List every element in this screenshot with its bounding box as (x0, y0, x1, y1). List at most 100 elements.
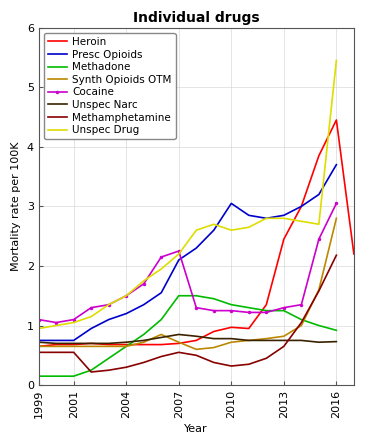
Line: Synth Opioids OTM: Synth Opioids OTM (39, 218, 337, 349)
Synth Opioids OTM (194, 347, 199, 352)
Methadone (159, 317, 164, 322)
Synth Opioids OTM (299, 323, 304, 328)
Unspec Drug (159, 266, 164, 271)
Methamphetamine (159, 354, 164, 359)
Presc Opioids (264, 216, 269, 221)
Unspec Drug (247, 225, 251, 230)
Synth Opioids OTM (282, 334, 286, 339)
Heroin (264, 302, 269, 307)
Unspec Narc (264, 338, 269, 343)
Methadone (177, 293, 181, 299)
Y-axis label: Mortality rate per 100K: Mortality rate per 100K (11, 142, 21, 271)
Unspec Narc (54, 341, 58, 346)
Cocaine (142, 281, 146, 287)
Heroin (54, 342, 58, 347)
Presc Opioids (282, 213, 286, 218)
Unspec Drug (54, 323, 58, 328)
Heroin (177, 341, 181, 346)
Unspec Narc (72, 341, 76, 346)
Unspec Narc (299, 338, 304, 343)
Unspec Drug (299, 218, 304, 224)
Methamphetamine (282, 344, 286, 349)
Methadone (317, 323, 321, 328)
Heroin (72, 342, 76, 347)
Synth Opioids OTM (72, 344, 76, 349)
Cocaine (177, 248, 181, 254)
Methadone (107, 356, 111, 361)
Presc Opioids (177, 257, 181, 263)
Synth Opioids OTM (177, 340, 181, 345)
Methadone (194, 293, 199, 299)
Cocaine (89, 305, 93, 310)
Presc Opioids (334, 162, 339, 167)
Methamphetamine (264, 356, 269, 361)
Synth Opioids OTM (212, 345, 216, 350)
Synth Opioids OTM (317, 287, 321, 292)
Unspec Drug (282, 216, 286, 221)
Synth Opioids OTM (36, 344, 41, 349)
Presc Opioids (212, 227, 216, 233)
Methamphetamine (124, 364, 128, 370)
Line: Methadone: Methadone (39, 296, 337, 376)
Unspec Narc (177, 332, 181, 337)
Heroin (317, 153, 321, 158)
Cocaine (124, 293, 128, 299)
Line: Cocaine: Cocaine (37, 202, 338, 324)
Presc Opioids (247, 213, 251, 218)
Presc Opioids (159, 290, 164, 295)
Methamphetamine (177, 350, 181, 355)
Heroin (282, 236, 286, 242)
Synth Opioids OTM (89, 344, 93, 349)
Heroin (247, 326, 251, 331)
Unspec Drug (124, 293, 128, 299)
Synth Opioids OTM (264, 336, 269, 341)
Methadone (36, 373, 41, 379)
Methadone (229, 302, 234, 307)
Presc Opioids (142, 302, 146, 307)
Methadone (282, 308, 286, 313)
Unspec Narc (334, 339, 339, 344)
Unspec Drug (142, 278, 146, 283)
Methamphetamine (107, 368, 111, 373)
Cocaine (54, 320, 58, 325)
Methamphetamine (334, 253, 339, 258)
Methadone (72, 373, 76, 379)
Presc Opioids (299, 204, 304, 209)
Methamphetamine (89, 369, 93, 375)
Unspec Drug (194, 227, 199, 233)
Cocaine (159, 255, 164, 260)
Heroin (89, 341, 93, 346)
Presc Opioids (229, 201, 234, 206)
Synth Opioids OTM (54, 344, 58, 349)
Synth Opioids OTM (159, 332, 164, 337)
Unspec Drug (229, 227, 234, 233)
Heroin (352, 251, 356, 257)
Unspec Drug (72, 320, 76, 325)
Line: Presc Opioids: Presc Opioids (39, 165, 337, 340)
Unspec Drug (107, 302, 111, 307)
Cocaine (229, 308, 234, 313)
Unspec Drug (317, 222, 321, 227)
Line: Unspec Narc: Unspec Narc (39, 335, 337, 344)
Heroin (299, 204, 304, 209)
Methamphetamine (72, 350, 76, 355)
Unspec Narc (282, 338, 286, 343)
Unspec Drug (212, 222, 216, 227)
Line: Unspec Drug: Unspec Drug (39, 61, 337, 328)
Methadone (212, 296, 216, 301)
Title: Individual drugs: Individual drugs (133, 11, 260, 25)
Unspec Narc (107, 341, 111, 346)
Unspec Narc (317, 340, 321, 345)
Methamphetamine (317, 288, 321, 294)
Unspec Narc (124, 340, 128, 345)
Methadone (334, 328, 339, 333)
Unspec Drug (334, 58, 339, 63)
Unspec Narc (194, 334, 199, 339)
Heroin (212, 329, 216, 334)
Cocaine (317, 236, 321, 242)
Heroin (124, 342, 128, 347)
Methamphetamine (36, 350, 41, 355)
Methamphetamine (142, 360, 146, 365)
Cocaine (36, 317, 41, 322)
Methadone (299, 317, 304, 322)
